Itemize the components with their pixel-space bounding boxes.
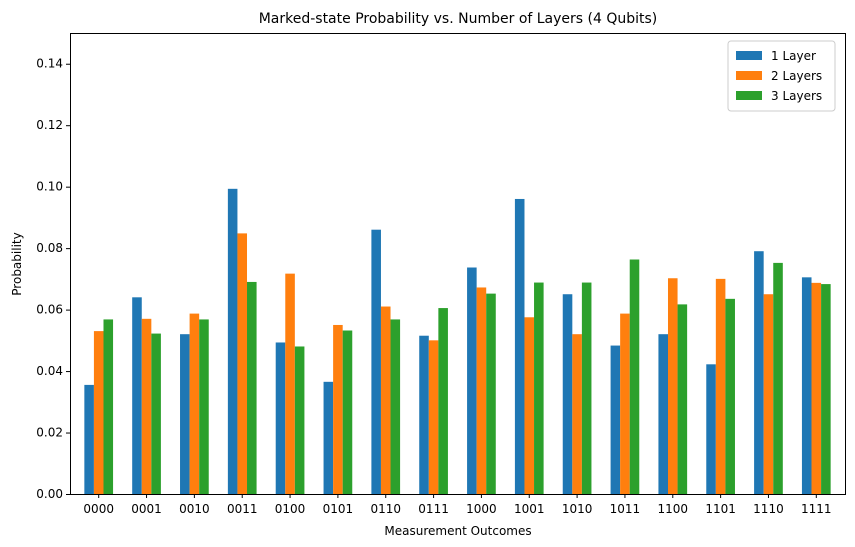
bar-1-layer-0000 bbox=[84, 384, 94, 494]
bar-1-layer-1100 bbox=[658, 334, 668, 494]
x-tick-label: 0010 bbox=[179, 502, 210, 516]
bar-2-layers-1000 bbox=[476, 287, 487, 494]
legend-label: 2 Layers bbox=[771, 69, 822, 83]
y-tick-label: 0.06 bbox=[36, 303, 63, 317]
legend-label: 1 Layer bbox=[771, 49, 816, 63]
bar-1-layer-0001 bbox=[132, 297, 142, 494]
chart-title: Marked-state Probability vs. Number of L… bbox=[259, 11, 658, 27]
bar-3-layers-1100 bbox=[677, 304, 688, 494]
bar-2-layers-1001 bbox=[524, 317, 535, 494]
bar-1-layer-0010 bbox=[180, 334, 190, 494]
bar-2-layers-0010 bbox=[189, 313, 200, 494]
bar-1-layer-0110 bbox=[371, 229, 381, 494]
bar-1-layer-1111 bbox=[801, 277, 812, 494]
x-tick-label: 0110 bbox=[370, 502, 401, 516]
bar-3-layers-1010 bbox=[581, 282, 592, 494]
bar-3-layers-1101 bbox=[725, 298, 735, 494]
x-tick-label: 0000 bbox=[83, 502, 114, 516]
bar-3-layers-0111 bbox=[438, 308, 448, 494]
y-axis: 0.00 0.02 0.04 0.06 0.08 0.10 0.12 0.14 bbox=[36, 57, 70, 501]
bar-1-layer-1010 bbox=[562, 294, 573, 494]
bar-2-layers-0110 bbox=[380, 306, 391, 494]
bars-group bbox=[84, 188, 831, 494]
bar-1-layer-1000 bbox=[467, 267, 477, 494]
bar-2-layers-1010 bbox=[572, 334, 582, 494]
legend-swatch bbox=[736, 71, 762, 80]
x-tick-label: 0011 bbox=[227, 502, 258, 516]
bar-2-layers-0100 bbox=[285, 273, 295, 494]
y-tick-label: 0.10 bbox=[36, 180, 63, 194]
bar-3-layers-1011 bbox=[629, 259, 640, 494]
bar-2-layers-0111 bbox=[428, 340, 439, 494]
bar-1-layer-1011 bbox=[610, 345, 621, 494]
x-tick-label: 1000 bbox=[466, 502, 497, 516]
y-tick-label: 0.14 bbox=[36, 57, 63, 71]
bar-3-layers-0110 bbox=[390, 319, 401, 494]
legend-swatch bbox=[736, 51, 762, 60]
x-tick-label: 1011 bbox=[610, 502, 641, 516]
x-axis: 0000 0001 0010 0011 0100 0101 0110 0111 1000 1001… bbox=[83, 494, 832, 516]
bar-2-layers-1111 bbox=[811, 282, 822, 494]
legend-swatch bbox=[736, 91, 762, 100]
x-tick-label: 1110 bbox=[753, 502, 784, 516]
bar-3-layers-0000 bbox=[103, 319, 114, 494]
bar-2-layers-1110 bbox=[763, 294, 774, 494]
y-tick-label: 0.08 bbox=[36, 241, 63, 255]
x-axis-label: Measurement Outcomes bbox=[384, 524, 531, 538]
bar-1-layer-0111 bbox=[419, 335, 429, 494]
x-tick-label: 0101 bbox=[323, 502, 354, 516]
bar-3-layers-0101 bbox=[342, 330, 353, 494]
bar-1-layer-0101 bbox=[323, 381, 334, 494]
bar-2-layers-0000 bbox=[93, 331, 104, 494]
x-tick-label: 0111 bbox=[418, 502, 449, 516]
y-tick-label: 0.12 bbox=[36, 118, 63, 132]
legend: 1 Layer 2 Layers 3 Layers bbox=[727, 40, 836, 112]
bar-3-layers-0011 bbox=[247, 281, 257, 494]
bar-2-layers-1100 bbox=[667, 278, 678, 494]
y-tick-label: 0.00 bbox=[36, 487, 63, 501]
bar-3-layers-1111 bbox=[821, 284, 831, 494]
y-axis-label: Probability bbox=[10, 232, 24, 295]
bar-2-layers-1011 bbox=[620, 313, 630, 494]
bar-2-layers-1101 bbox=[715, 278, 726, 494]
bar-3-layers-0100 bbox=[294, 346, 305, 494]
x-tick-label: 1111 bbox=[801, 502, 832, 516]
x-tick-label: 0001 bbox=[131, 502, 162, 516]
bar-1-layer-0011 bbox=[227, 188, 238, 494]
bar-3-layers-0001 bbox=[151, 333, 161, 494]
bar-2-layers-0101 bbox=[333, 324, 343, 494]
x-tick-label: 1101 bbox=[705, 502, 736, 516]
bar-3-layers-0010 bbox=[199, 319, 209, 494]
bar-1-layer-0100 bbox=[275, 342, 286, 494]
x-tick-label: 1100 bbox=[658, 502, 689, 516]
bar-3-layers-1000 bbox=[486, 293, 496, 494]
bar-1-layer-1001 bbox=[514, 198, 525, 494]
bar-3-layers-1110 bbox=[773, 262, 783, 494]
legend-label: 3 Layers bbox=[771, 89, 822, 103]
bar-3-layers-1001 bbox=[534, 282, 544, 494]
bar-2-layers-0011 bbox=[237, 233, 248, 494]
x-tick-label: 0100 bbox=[275, 502, 306, 516]
y-tick-label: 0.02 bbox=[36, 426, 63, 440]
bar-1-layer-1110 bbox=[754, 251, 764, 494]
y-tick-label: 0.04 bbox=[36, 364, 63, 378]
plot-frame bbox=[70, 33, 846, 495]
x-tick-label: 1010 bbox=[562, 502, 593, 516]
bar-2-layers-0001 bbox=[141, 318, 152, 494]
bar-1-layer-1101 bbox=[706, 364, 716, 494]
x-tick-label: 1001 bbox=[514, 502, 545, 516]
